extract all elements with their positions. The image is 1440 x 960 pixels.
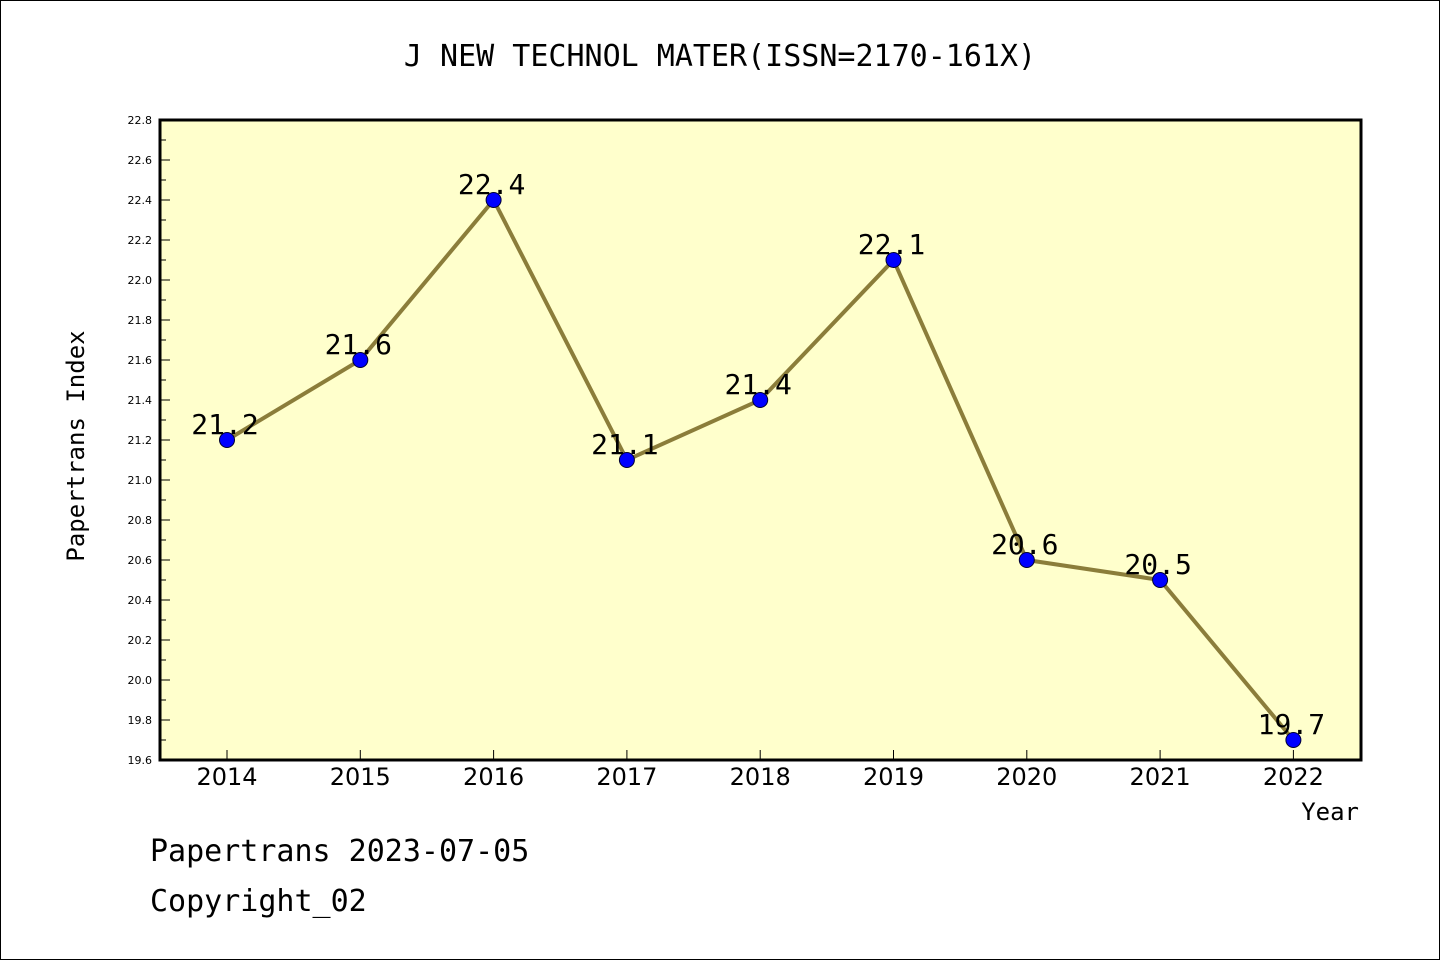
data-points: [219, 192, 1302, 748]
y-tick-label: 22.8: [128, 114, 153, 127]
data-point-marker: [885, 252, 902, 268]
y-tick-label: 22.2: [128, 234, 153, 247]
y-tick-label: 19.6: [128, 754, 153, 767]
y-tick-label: 20.8: [128, 514, 153, 527]
data-label: 21.2: [191, 408, 258, 441]
y-tick-label: 22.6: [128, 154, 153, 167]
footer-date-line: Papertrans 2023-07-05: [150, 834, 530, 869]
data-label: 22.1: [858, 228, 925, 261]
y-tick-label: 20.4: [128, 594, 153, 607]
y-tick-label: 21.2: [128, 434, 153, 447]
data-label: 21.6: [325, 328, 392, 361]
x-tick-label: 2015: [330, 763, 391, 791]
data-label: 21.4: [724, 368, 791, 401]
chart-title: J NEW TECHNOL MATER(ISSN=2170-161X): [404, 39, 1036, 74]
y-tick-label: 22.4: [128, 194, 153, 207]
y-tick-label: 22.0: [128, 274, 153, 287]
y-tick-label: 20.0: [128, 674, 153, 687]
x-tick-label: 2014: [196, 763, 257, 791]
x-axis: 2014 2015 2016 2017 2018 2019 2020 2021 2022: [196, 750, 1324, 791]
y-tick-label: 19.8: [128, 714, 153, 727]
x-tick-label: 2016: [463, 763, 524, 791]
y-axis-label: Papertrans Index: [62, 330, 90, 561]
y-tick-label: 21.6: [128, 354, 153, 367]
data-label: 22.4: [458, 168, 525, 201]
data-point-marker: [752, 392, 769, 408]
x-tick-label: 2020: [996, 763, 1057, 791]
data-point-marker: [352, 352, 369, 368]
data-point-marker: [1285, 732, 1302, 748]
plot-area: [160, 120, 1361, 760]
data-label: 21.1: [591, 428, 658, 461]
x-tick-label: 2018: [730, 763, 791, 791]
data-label: 20.5: [1124, 548, 1191, 581]
data-point-marker: [618, 452, 635, 468]
data-labels: 21.2 21.6 22.4 21.1 21.4 22.1 20.6 20.5 19.7: [191, 168, 1325, 741]
x-tick-label: 2019: [863, 763, 924, 791]
y-axis: 19.6 19.8 20.0 20.2 20.4 20.6 20.8 21.0 21.2 21.4…: [128, 114, 170, 767]
data-label: 20.6: [991, 528, 1058, 561]
y-tick-label: 21.8: [128, 314, 153, 327]
y-tick-label: 21.0: [128, 474, 153, 487]
data-point-marker: [485, 192, 502, 208]
plot-border: [158, 118, 1363, 762]
x-tick-label: 2022: [1263, 763, 1324, 791]
data-point-marker: [1018, 552, 1035, 568]
y-tick-label: 20.2: [128, 634, 153, 647]
data-label: 19.7: [1258, 708, 1325, 741]
data-point-marker: [1152, 572, 1169, 588]
data-point-marker: [219, 432, 235, 448]
y-tick-label: 20.6: [128, 554, 153, 567]
x-axis-label: Year: [1301, 798, 1359, 826]
x-tick-label: 2017: [596, 763, 657, 791]
x-tick-label: 2021: [1130, 763, 1191, 791]
footer-copyright: Copyright_02: [150, 884, 367, 919]
y-tick-label: 21.4: [128, 394, 153, 407]
